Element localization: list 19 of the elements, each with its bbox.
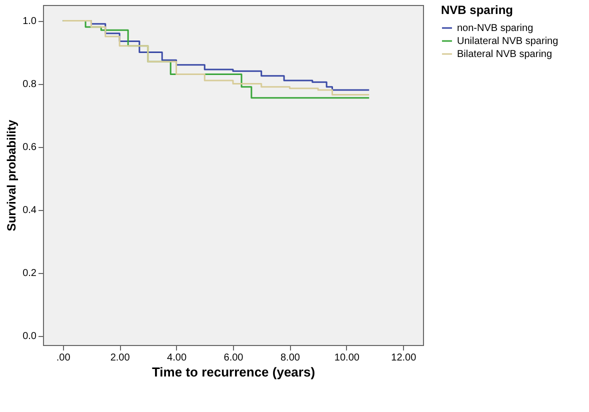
y-axis-title: Survival probability: [4, 120, 19, 232]
x-tick-label: 4.00: [167, 352, 187, 364]
x-tick-label: 8.00: [280, 352, 300, 364]
y-tick-label: 0.0: [22, 331, 37, 342]
y-tick-label: 0.4: [22, 205, 37, 216]
legend-title: NVB sparing: [441, 3, 514, 17]
x-tick-label: 10.00: [334, 352, 360, 364]
legend-label: Bilateral NVB sparing: [457, 49, 552, 60]
x-tick-label: 12.00: [391, 352, 417, 364]
y-tick-label: 1.0: [22, 16, 37, 28]
y-tick-label: 0.8: [22, 79, 37, 90]
x-tick-label: 2.00: [110, 352, 130, 364]
x-tick-label: .00: [56, 352, 71, 364]
x-axis-title: Time to recurrence (years): [152, 364, 316, 380]
x-tick-label: 6.00: [224, 352, 244, 364]
y-tick-label: 0.6: [22, 142, 37, 154]
legend-label: non-NVB sparing: [457, 23, 534, 34]
legend-label: Unilateral NVB sparing: [457, 36, 558, 47]
y-tick-label: 0.2: [22, 268, 37, 280]
